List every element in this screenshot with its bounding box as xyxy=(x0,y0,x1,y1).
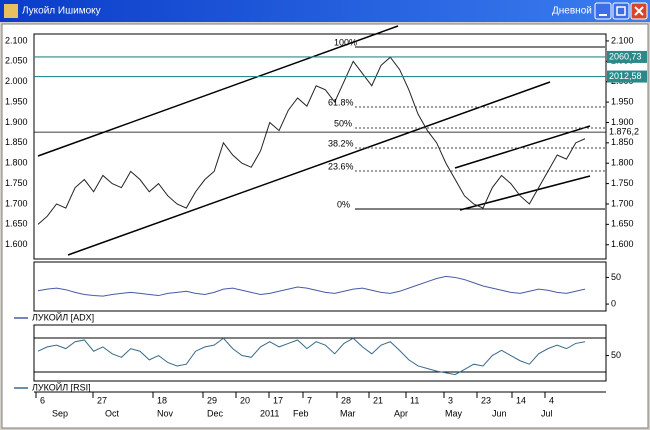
y-tick-label: 1.650 xyxy=(611,219,634,229)
x-month-label: Sep xyxy=(52,408,68,418)
y-tick-label-left: 2.100 xyxy=(5,35,28,45)
fib-label: 0% xyxy=(337,199,350,209)
y-tick-label: 1.900 xyxy=(611,117,634,127)
series-line xyxy=(37,56,586,225)
y-tick-label-left: 2.000 xyxy=(5,76,28,86)
y-tick-label-left: 1.850 xyxy=(5,137,28,147)
y-tick-label: 50 xyxy=(611,272,621,282)
x-month-label: Nov xyxy=(157,408,174,418)
y-tick-label-left: 1.650 xyxy=(5,219,28,229)
channel-lines xyxy=(37,25,605,256)
x-day-label: 4 xyxy=(549,395,554,405)
price-label-box xyxy=(607,70,647,83)
x-month-label: Dec xyxy=(207,408,224,418)
x-month-label: Oct xyxy=(105,408,120,418)
chart-area xyxy=(1,23,649,429)
price-panel xyxy=(33,33,607,260)
y-tick-label-left: 1.800 xyxy=(5,158,28,168)
x-day-label: 18 xyxy=(157,395,167,405)
legend-label: ЛУКОЙЛ [ADX] xyxy=(32,311,94,322)
y-tick-label: 0 xyxy=(611,298,616,308)
price-label-box xyxy=(607,50,647,63)
y-tick-label: 1.750 xyxy=(611,178,634,188)
fib-label: 100% xyxy=(334,37,357,47)
y-tick-label: 50 xyxy=(611,350,621,360)
app-icon xyxy=(4,4,18,18)
x-month-label: Jun xyxy=(492,408,507,418)
y-tick-label: 2.100 xyxy=(611,35,634,45)
fib-label: 38.2% xyxy=(328,138,354,148)
adx-panel xyxy=(33,261,607,312)
price-label-box xyxy=(607,126,647,139)
minimize-button[interactable] xyxy=(594,2,612,20)
x-day-label: 6 xyxy=(40,395,45,405)
rsi-panel xyxy=(33,324,607,382)
window-title: Лукойл Ишимоку xyxy=(22,6,101,17)
x-day-label: 11 xyxy=(410,395,419,405)
y-tick-label-left: 1.750 xyxy=(5,178,28,188)
y-tick-label-left: 1.950 xyxy=(5,96,28,106)
x-day-label: 21 xyxy=(373,395,383,405)
x-day-label: 27 xyxy=(97,395,107,405)
y-tick-label: 1.850 xyxy=(611,137,634,147)
x-month-label: 2011 xyxy=(260,408,279,418)
price-label: 1.876,2 xyxy=(609,127,639,137)
series-line xyxy=(37,337,586,376)
x-day-label: 7 xyxy=(307,395,312,405)
series-line xyxy=(37,275,586,297)
x-day-label: 28 xyxy=(341,395,351,405)
y-tick-label-left: 2.050 xyxy=(5,56,28,66)
fib-label: 23.6% xyxy=(328,161,354,171)
maximize-button[interactable] xyxy=(612,2,630,20)
fib-label: 50% xyxy=(334,118,352,128)
x-month-label: Mar xyxy=(340,408,356,418)
window-buttons xyxy=(594,2,648,20)
x-day-label: 17 xyxy=(273,395,283,405)
price-label: 2060,73 xyxy=(609,51,642,61)
fib-label: 61.8% xyxy=(328,97,354,107)
y-tick-label-left: 1.600 xyxy=(5,239,28,249)
x-day-label: 14 xyxy=(516,395,526,405)
legend-label: ЛУКОЙЛ [RSI] xyxy=(32,381,91,392)
y-tick-label: 1.800 xyxy=(611,158,634,168)
x-day-label: 23 xyxy=(481,395,491,405)
fib-lines xyxy=(355,106,605,172)
x-month-label: Feb xyxy=(293,408,309,418)
y-tick-label: 1.700 xyxy=(611,198,634,208)
x-month-label: Apr xyxy=(394,408,408,418)
x-month-label: May xyxy=(445,408,463,418)
y-tick-label: 1.950 xyxy=(611,96,634,106)
x-month-label: Jul xyxy=(541,408,553,418)
x-day-label: 29 xyxy=(207,395,217,405)
x-day-label: 3 xyxy=(448,395,453,405)
y-tick-label-left: 1.900 xyxy=(5,117,28,127)
timeframe: Дневной xyxy=(552,6,592,17)
price-label: 2012,58 xyxy=(609,71,642,81)
x-day-label: 20 xyxy=(240,395,250,405)
y-tick-label-left: 1.700 xyxy=(5,198,28,208)
title-bar xyxy=(0,0,650,22)
y-tick-label: 1.600 xyxy=(611,239,634,249)
